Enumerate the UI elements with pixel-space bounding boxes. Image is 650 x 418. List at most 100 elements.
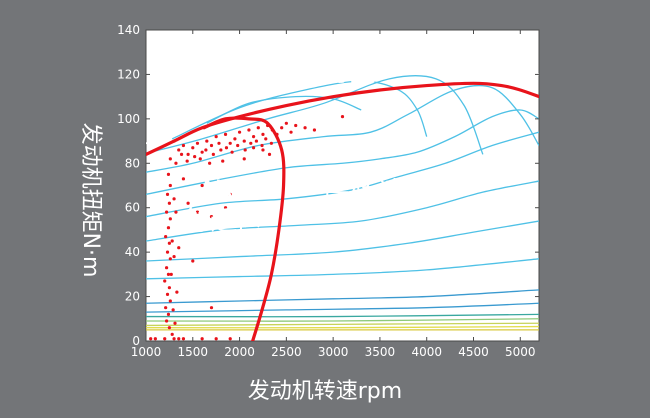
operating-point	[167, 226, 170, 229]
operating-point	[238, 131, 241, 134]
operating-point	[182, 337, 185, 340]
operating-point	[208, 162, 211, 165]
operating-point	[166, 293, 169, 296]
operating-point	[187, 153, 190, 156]
operating-point	[260, 144, 263, 147]
x-tick-label: 3000	[318, 345, 349, 359]
operating-point	[217, 142, 220, 145]
operating-point	[166, 193, 169, 196]
operating-point	[174, 211, 177, 214]
operating-point	[225, 146, 228, 149]
operating-point	[186, 159, 189, 162]
operating-point	[275, 133, 278, 136]
operating-point	[164, 235, 167, 238]
operating-point	[191, 146, 194, 149]
operating-point	[230, 151, 233, 154]
operating-point	[172, 255, 175, 258]
operating-point	[199, 157, 202, 160]
x-tick-label: 5000	[505, 345, 536, 359]
operating-point	[221, 159, 224, 162]
operating-point	[149, 337, 152, 340]
operating-point	[165, 266, 168, 269]
operating-point	[196, 142, 199, 145]
operating-point	[261, 133, 264, 136]
operating-point	[219, 148, 222, 151]
operating-point	[170, 273, 173, 276]
operating-point	[271, 128, 274, 131]
operating-point	[191, 259, 194, 262]
operating-point	[261, 148, 264, 151]
operating-point	[172, 308, 175, 311]
operating-point	[201, 337, 204, 340]
y-tick-label: 60	[125, 201, 140, 215]
y-tick-label: 40	[125, 245, 140, 259]
operating-point	[236, 144, 239, 147]
x-tick-label: 2000	[224, 345, 255, 359]
operating-point	[171, 239, 174, 242]
operating-point	[169, 299, 172, 302]
x-axis-title: 发动机转速rpm	[248, 379, 402, 404]
operating-point	[252, 146, 255, 149]
operating-point	[174, 162, 177, 165]
operating-point	[215, 337, 218, 340]
operating-point	[177, 337, 180, 340]
y-axis-title: 发动机扭矩N·m	[78, 123, 103, 278]
region-label: NVH	[202, 175, 261, 206]
operating-point	[212, 153, 215, 156]
operating-point	[180, 153, 183, 156]
operating-point	[169, 257, 172, 260]
operating-point	[303, 126, 306, 129]
operating-point	[285, 122, 288, 125]
operating-point	[243, 157, 246, 160]
operating-point	[229, 337, 232, 340]
operating-point	[243, 139, 246, 142]
operating-point	[255, 139, 258, 142]
x-tick-label: 3500	[365, 345, 396, 359]
operating-point	[205, 139, 208, 142]
y-tick-label: 120	[117, 67, 140, 81]
operating-point	[249, 142, 252, 145]
operating-point	[341, 115, 344, 118]
y-tick-label: 140	[117, 23, 140, 37]
operating-point	[280, 126, 283, 129]
operating-point	[172, 337, 175, 340]
operating-point	[175, 291, 178, 294]
operating-point	[289, 131, 292, 134]
operating-point	[204, 148, 207, 151]
operating-point	[166, 251, 169, 254]
operating-point	[165, 319, 168, 322]
y-tick-label: 0	[132, 334, 140, 348]
operating-point	[169, 184, 172, 187]
operating-point	[313, 128, 316, 131]
operating-point	[270, 142, 273, 145]
operating-point	[172, 139, 175, 142]
operating-point	[154, 337, 157, 340]
x-tick-label: 4000	[411, 345, 442, 359]
operating-point	[182, 177, 185, 180]
operating-point	[164, 306, 167, 309]
operating-point	[172, 197, 175, 200]
operating-point	[182, 144, 185, 147]
region-label: 高负荷区	[268, 57, 376, 88]
operating-point	[264, 137, 267, 140]
operating-point	[252, 135, 255, 138]
operating-point	[187, 202, 190, 205]
operating-point	[215, 135, 218, 138]
region-label: 高转速区	[324, 177, 432, 208]
operating-point	[167, 273, 170, 276]
operating-point	[268, 153, 271, 156]
operating-point	[177, 246, 180, 249]
operating-point	[294, 124, 297, 127]
operating-point	[210, 306, 213, 309]
operating-point	[229, 142, 232, 145]
y-tick-label: 20	[125, 290, 140, 304]
operating-point	[244, 148, 247, 151]
operating-point	[224, 133, 227, 136]
operating-point	[167, 173, 170, 176]
x-tick-label: 4500	[458, 345, 489, 359]
operating-point	[266, 124, 269, 127]
operating-point	[168, 242, 171, 245]
operating-point	[257, 126, 260, 129]
